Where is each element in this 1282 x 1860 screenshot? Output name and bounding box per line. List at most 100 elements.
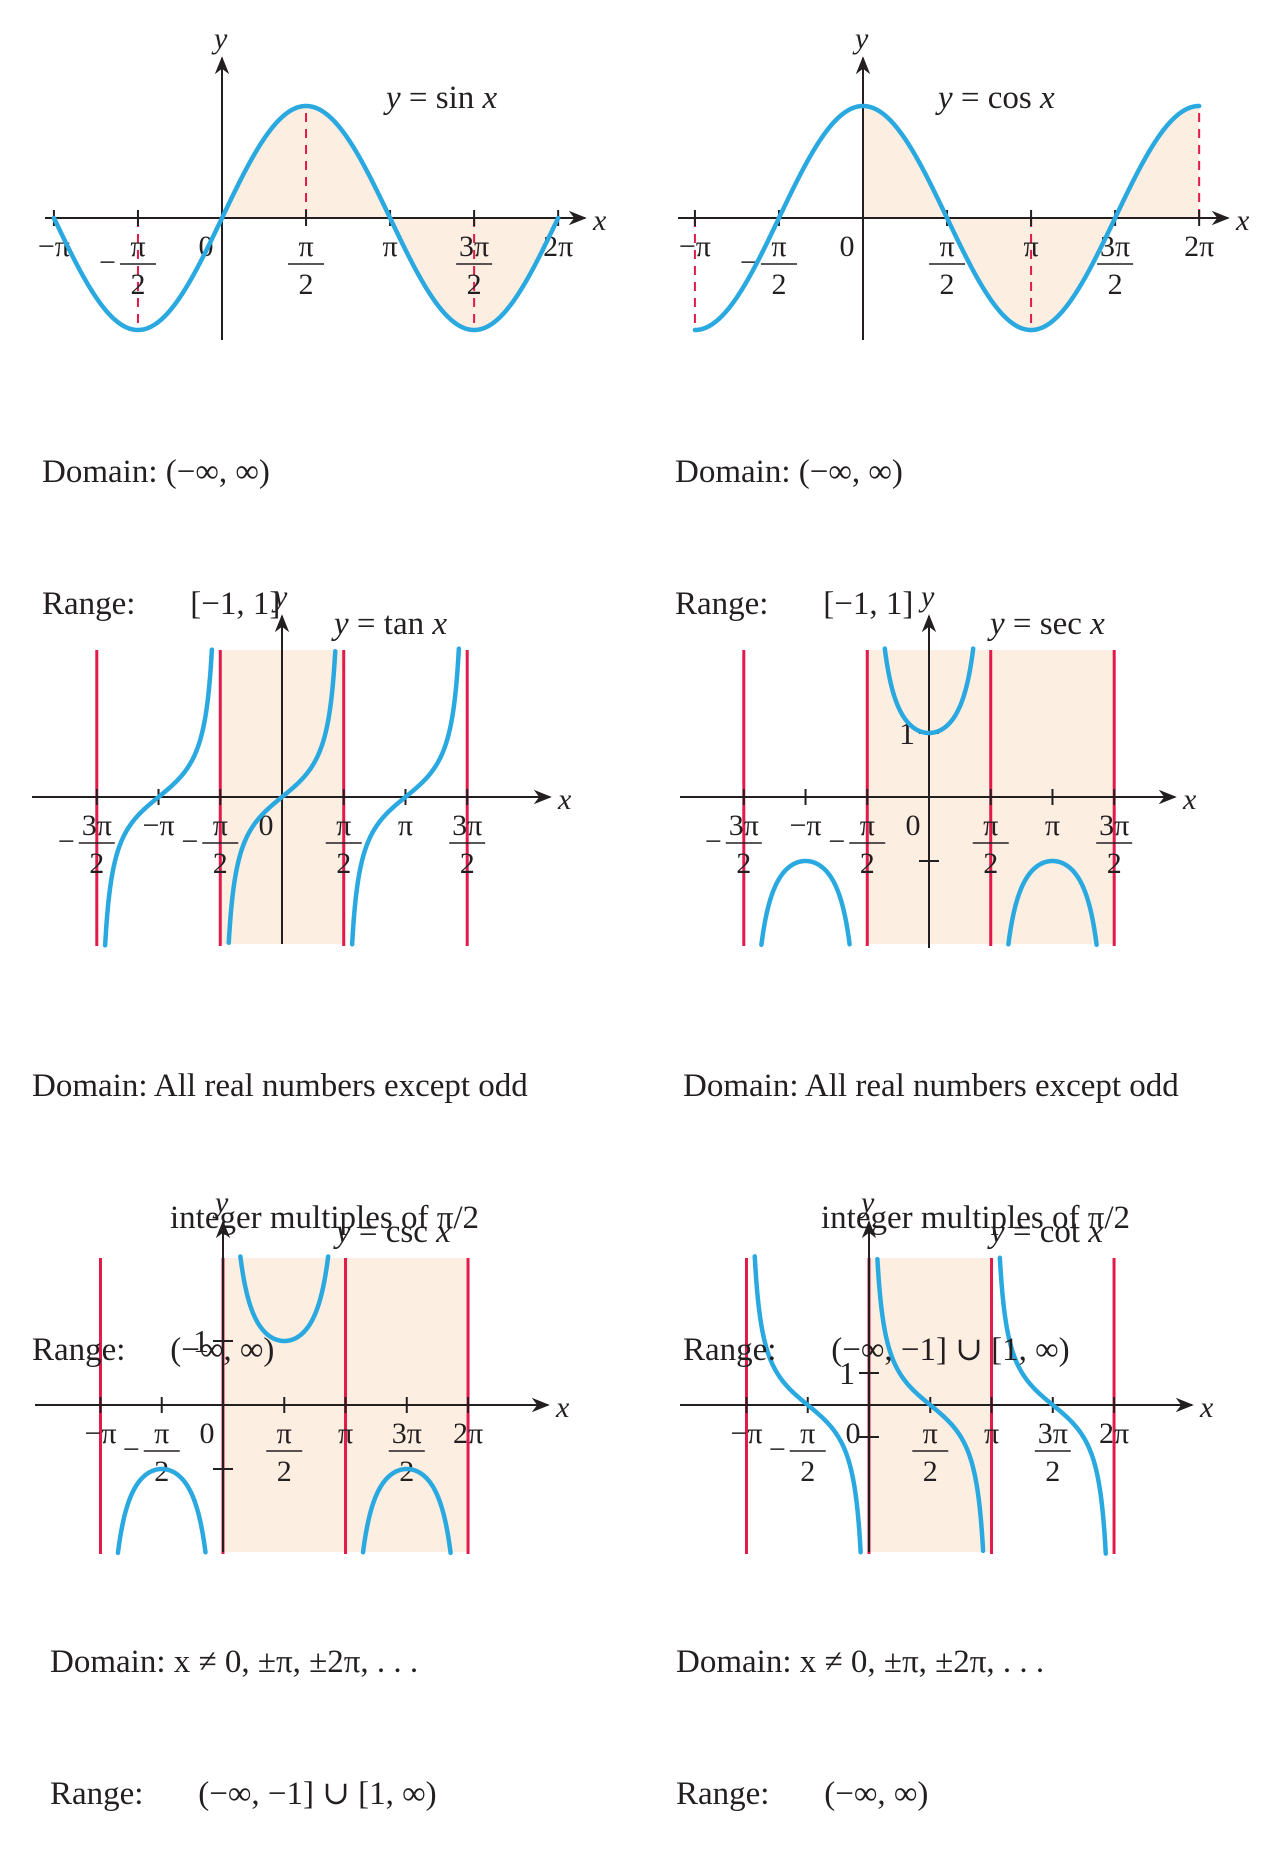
cos-xtick-label-3: π2 [929,230,966,301]
sec-domain-text2: integer multiples of π/2 [821,1200,1131,1236]
cos-xtick-den-5: 2 [1108,268,1123,301]
cot-domain-text: x ≠ 0, ±π, ±2π, . . . [799,1644,1045,1680]
cot-xtick-label-6: 2π [1099,1417,1129,1450]
sec-title-fn: sec [1040,606,1090,642]
sin-xtick-label-5: 3π2 [456,230,493,301]
csc-title: y = csc x [333,1214,451,1250]
sin-y-axis-label: y [211,22,228,55]
cos-xtick-label-5: 3π2 [1097,230,1134,301]
csc-xtick-label-2: 0 [200,1417,215,1450]
sin-xtick-den-3: 2 [299,268,314,301]
sec-xtick-den-6: 2 [1107,847,1122,880]
cot-x-axis-label: x [1199,1391,1214,1424]
tan-domain-label: Domain: [32,1068,148,1104]
cot-xtick-neg-1: − [769,1433,786,1466]
sin-range-text: [−1, 1] [190,586,281,622]
sin-title-eq: = [401,80,436,116]
cot-xtick-den-3: 2 [923,1455,938,1488]
cot-caption: Domain: x ≠ 0, ±π, ±2π, . . . Range: (−∞… [676,1552,1044,1860]
sec-title: y = sec x [987,606,1105,642]
tan-caption: Domain: All real numbers except odd inte… [32,976,528,1416]
sec-xtick-num-0: 3π [729,809,759,842]
tan-xtick-label-5: π [398,809,413,842]
cos-curve-branch-0 [692,103,1202,333]
cos-title-var: x [1039,80,1055,116]
tan-xtick-num-1: −π [142,809,174,842]
sec-xtick-num-5: π [1045,809,1060,842]
tan-xtick-num-4: π [336,809,351,842]
csc-xtick-label-1: π 2− [123,1417,180,1488]
cot-xtick-label-4: π [984,1417,999,1450]
sec-domain-label: Domain: [683,1068,799,1104]
sin-domain-text: (−∞, ∞) [165,454,270,490]
csc-title-eq: = [351,1214,386,1250]
cot-curve-branch-2 [997,1255,1109,1556]
tan-range-label: Range: [32,1332,126,1368]
tan-curve-branch-1 [226,648,338,946]
sin-xtick-den-1: 2 [130,268,145,301]
tan-curve-branch-2 [349,646,462,947]
cos-xtick-num-2: 0 [840,230,855,263]
cos-xtick-den-3: 2 [940,268,955,301]
cot-xtick-label-5: 3π2 [1034,1417,1071,1488]
tan-xtick-den-6: 2 [460,847,475,880]
cot-title-var: x [1087,1214,1103,1250]
sec-curve-branch-2 [1006,858,1099,947]
csc-xtick-num-6: 2π [453,1417,483,1450]
sec-xtick-label-5: π [1045,809,1060,842]
csc-y-axis-label: y [212,1186,229,1219]
sin-xtick-num-1: π [130,230,145,263]
csc-range-text: (−∞, −1] ∪ [1, ∞) [198,1776,437,1812]
sec-xtick-neg-0: − [705,825,722,858]
csc-xtick-num-1: π [154,1417,169,1450]
cot-xtick-label-0: −π [730,1417,762,1450]
sec-title-lhs: y [987,606,1005,642]
tan-xtick-num-0: 3π [82,809,112,842]
cos-xtick-label-2: 0 [840,230,855,263]
csc-xtick-num-5: 3π [392,1417,422,1450]
sin-xtick-label-1: π 2− [99,230,156,301]
sec-xtick-label-4: π2 [972,809,1009,880]
csc-xtick-neg-1: − [123,1433,140,1466]
cot-range-text: (−∞, ∞) [824,1776,929,1812]
csc-xtick-label-5: 3π2 [388,1417,425,1488]
sec-xtick-label-2: π 2− [828,809,886,880]
tan-curve-branch-0 [102,647,215,948]
csc-caption: Domain: x ≠ 0, ±π, ±2π, . . . Range: (−∞… [50,1552,437,1860]
sec-curve-branch-0 [759,858,852,947]
tan-x-axis-label: x [557,783,572,816]
sec-curve-branch-1 [882,646,976,736]
csc-xtick-label-3: π2 [266,1417,303,1488]
sin-xtick-num-3: π [298,230,313,263]
cos-xtick-num-3: π [939,230,954,263]
tan-xtick-neg-0: − [58,825,75,858]
sec-xtick-den-0: 2 [736,847,751,880]
cos-xtick-label-6: 2π [1184,230,1214,263]
sec-xtick-num-2: π [860,809,875,842]
sin-title-lhs: y [383,80,401,116]
sec-xtick-label-1: −π [789,809,821,842]
sec-xtick-label-6: 3π2 [1096,809,1133,880]
tan-xtick-den-0: 2 [89,847,104,880]
sec-xtick-den-2: 2 [860,847,875,880]
csc-xtick-num-2: 0 [200,1417,215,1450]
sec-title-eq: = [1005,606,1040,642]
cos-xtick-num-4: π [1023,230,1038,263]
cos-range-text: [−1, 1] [823,586,914,622]
sin-xtick-neg-1: − [99,246,116,279]
cos-title-eq: = [953,80,988,116]
tan-title-fn: tan [384,606,433,642]
sec-xtick-label-0: 3π 2− [705,809,762,880]
csc-xtick-num-0: −π [84,1417,116,1450]
csc-curve-branch-1 [238,1254,331,1344]
cot-xtick-label-2: 0 [846,1417,861,1450]
csc-xtick-label-0: −π [84,1417,116,1450]
cos-xtick-num-0: −π [679,230,711,263]
sec-caption: Domain: All real numbers except odd inte… [683,976,1179,1416]
cos-range-label: Range: [675,586,769,622]
tan-title-var: x [431,606,447,642]
sin-domain-label: Domain: [42,454,158,490]
